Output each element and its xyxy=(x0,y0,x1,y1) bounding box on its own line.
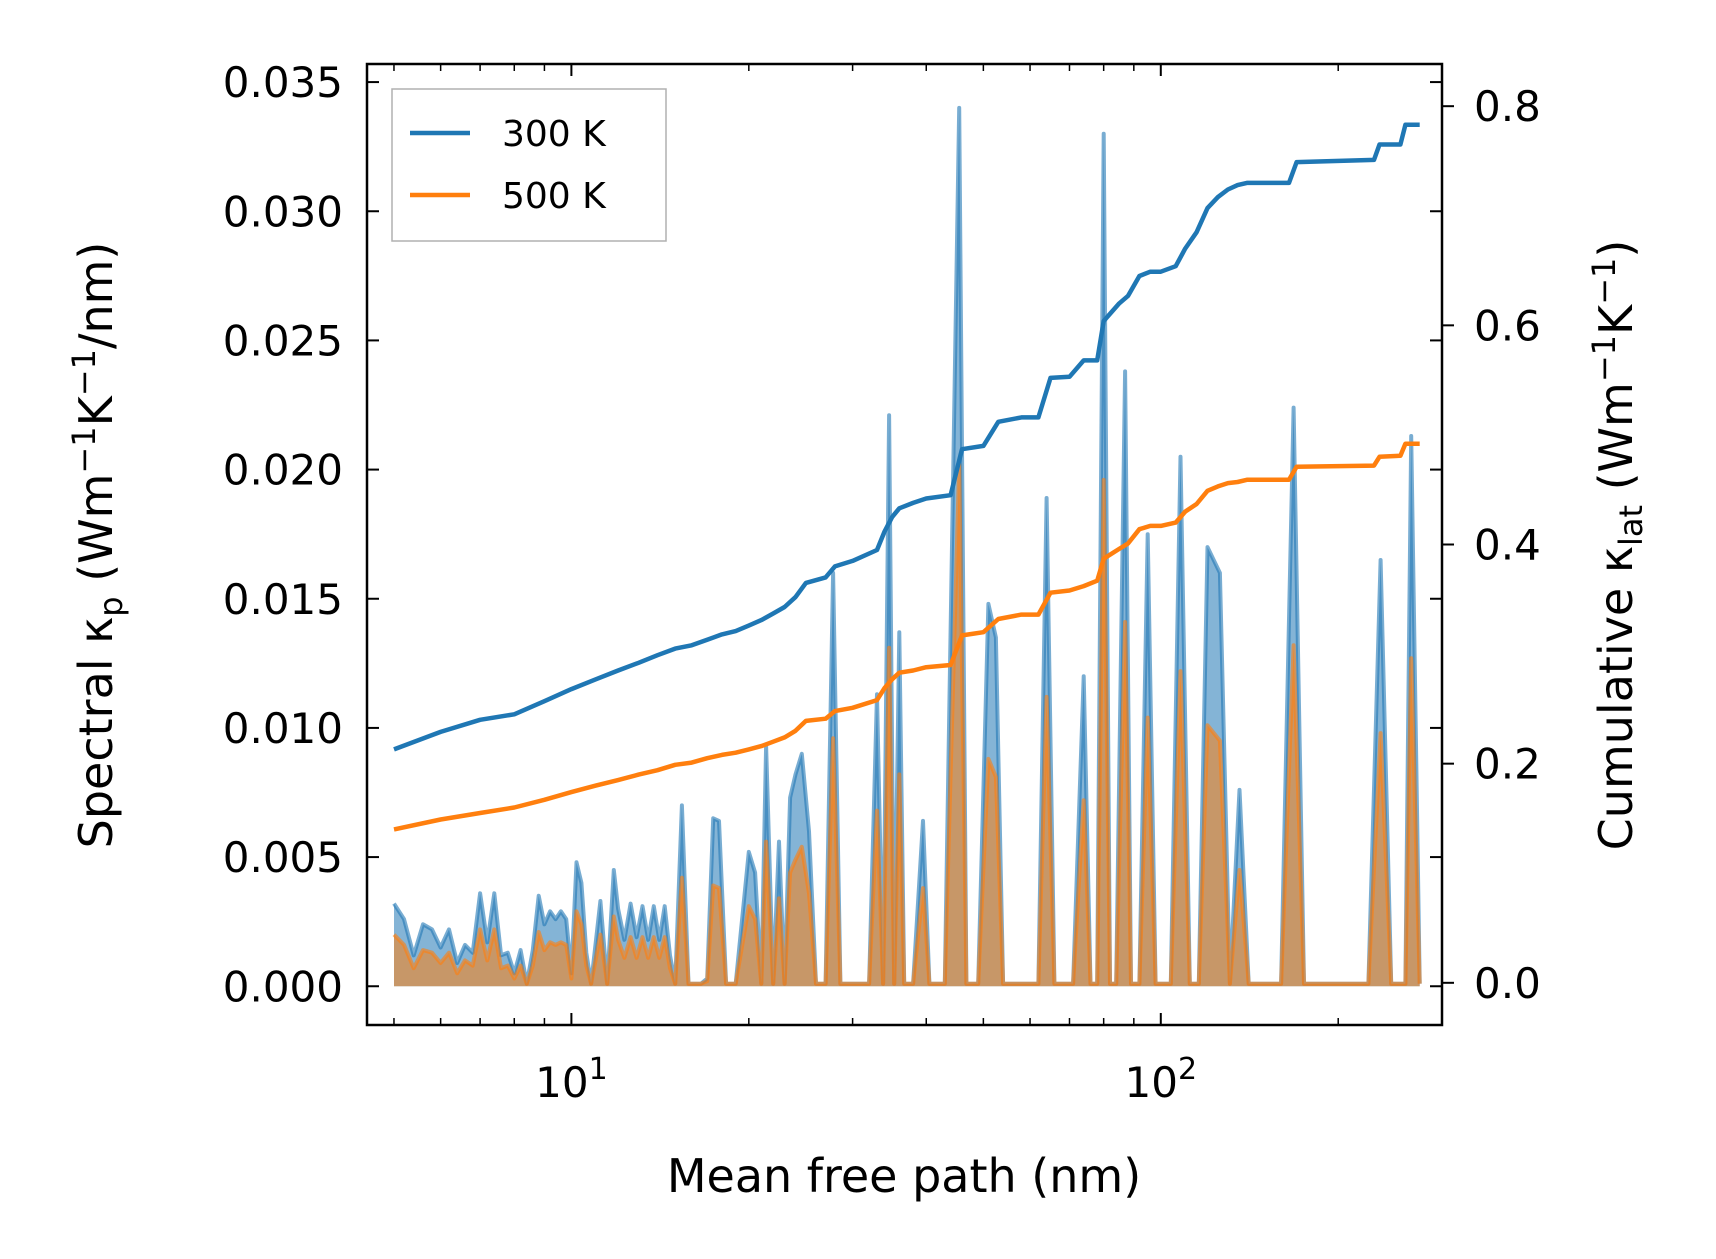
legend-box xyxy=(391,88,667,242)
left-tick-label: 0.020 xyxy=(223,446,343,495)
legend: 300 K 500 K xyxy=(391,88,667,242)
legend-label-500k: 500 K xyxy=(502,176,607,217)
cumulative-line-layer xyxy=(393,122,1420,832)
left-tick-label: 0.005 xyxy=(223,833,343,882)
x-tick-label-exponent: 2 xyxy=(1178,1052,1197,1087)
right-tick-label: 0.4 xyxy=(1474,521,1541,570)
x-tick-label: 102 xyxy=(1125,1052,1198,1107)
left-tick-label: 0.010 xyxy=(223,704,343,753)
left-tick-label: 0.025 xyxy=(223,316,343,365)
spectral-line-500k xyxy=(392,462,1422,986)
left-tick-label: 0.000 xyxy=(223,962,343,1011)
x-tick-label-exponent: 1 xyxy=(589,1052,608,1087)
legend-label-300k: 300 K xyxy=(502,114,607,155)
cumulative-line-300k xyxy=(393,122,1420,752)
right-axis-title: Cumulative κlat (Wm−1K−1) xyxy=(1585,240,1650,851)
left-tick-label: 0.030 xyxy=(223,187,343,236)
cumulative-line-500k xyxy=(393,441,1420,832)
right-tick-label: 0.2 xyxy=(1474,740,1541,789)
x-tick-label: 101 xyxy=(535,1052,608,1107)
right-tick-label: 0.0 xyxy=(1474,959,1541,1008)
left-tick-label: 0.015 xyxy=(223,575,343,624)
left-tick-label: 0.035 xyxy=(223,58,343,107)
right-tick-label: 0.8 xyxy=(1474,82,1541,131)
left-axis-title: Spectral κp (Wm−1K−1/nm) xyxy=(65,242,130,849)
right-tick-label: 0.6 xyxy=(1474,301,1541,350)
x-tick-label-base: 10 xyxy=(1125,1058,1178,1107)
spectral-fill-layer xyxy=(392,105,1422,987)
x-tick-label-base: 10 xyxy=(535,1058,588,1107)
x-axis-title: Mean free path (nm) xyxy=(667,1149,1141,1203)
axis-ticks: 0.0000.0050.0100.0150.0200.0250.0300.035… xyxy=(223,58,1541,1107)
